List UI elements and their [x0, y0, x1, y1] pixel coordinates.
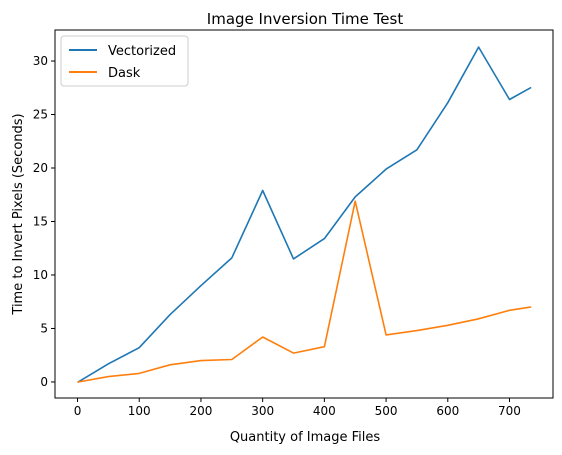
- y-tick-label: 30: [33, 54, 48, 68]
- chart-title: Image Inversion Time Test: [207, 10, 404, 28]
- x-axis-ticks: 0 100 200 300 400 500 600 700: [74, 398, 521, 418]
- x-tick-label: 500: [375, 404, 398, 418]
- y-axis-label: Time to Invert Pixels (Seconds): [11, 113, 26, 315]
- x-tick-label: 400: [313, 404, 336, 418]
- x-axis-label: Quantity of Image Files: [230, 430, 381, 445]
- x-tick-label: 100: [128, 404, 151, 418]
- legend-label-vectorized: Vectorized: [108, 44, 176, 59]
- y-tick-label: 20: [33, 161, 48, 175]
- legend: Vectorized Dask: [61, 36, 188, 86]
- legend-label-dask: Dask: [108, 66, 141, 81]
- y-axis-ticks: 0 5 10 15 20 25 30: [33, 54, 55, 389]
- y-tick-label: 15: [33, 214, 48, 228]
- x-tick-label: 200: [189, 404, 212, 418]
- y-tick-label: 25: [33, 108, 48, 122]
- y-tick-label: 0: [40, 375, 48, 389]
- x-tick-label: 700: [498, 404, 521, 418]
- x-tick-label: 0: [74, 404, 82, 418]
- y-tick-label: 5: [40, 321, 48, 335]
- x-tick-label: 600: [436, 404, 459, 418]
- x-tick-label: 300: [251, 404, 274, 418]
- y-tick-label: 10: [33, 268, 48, 282]
